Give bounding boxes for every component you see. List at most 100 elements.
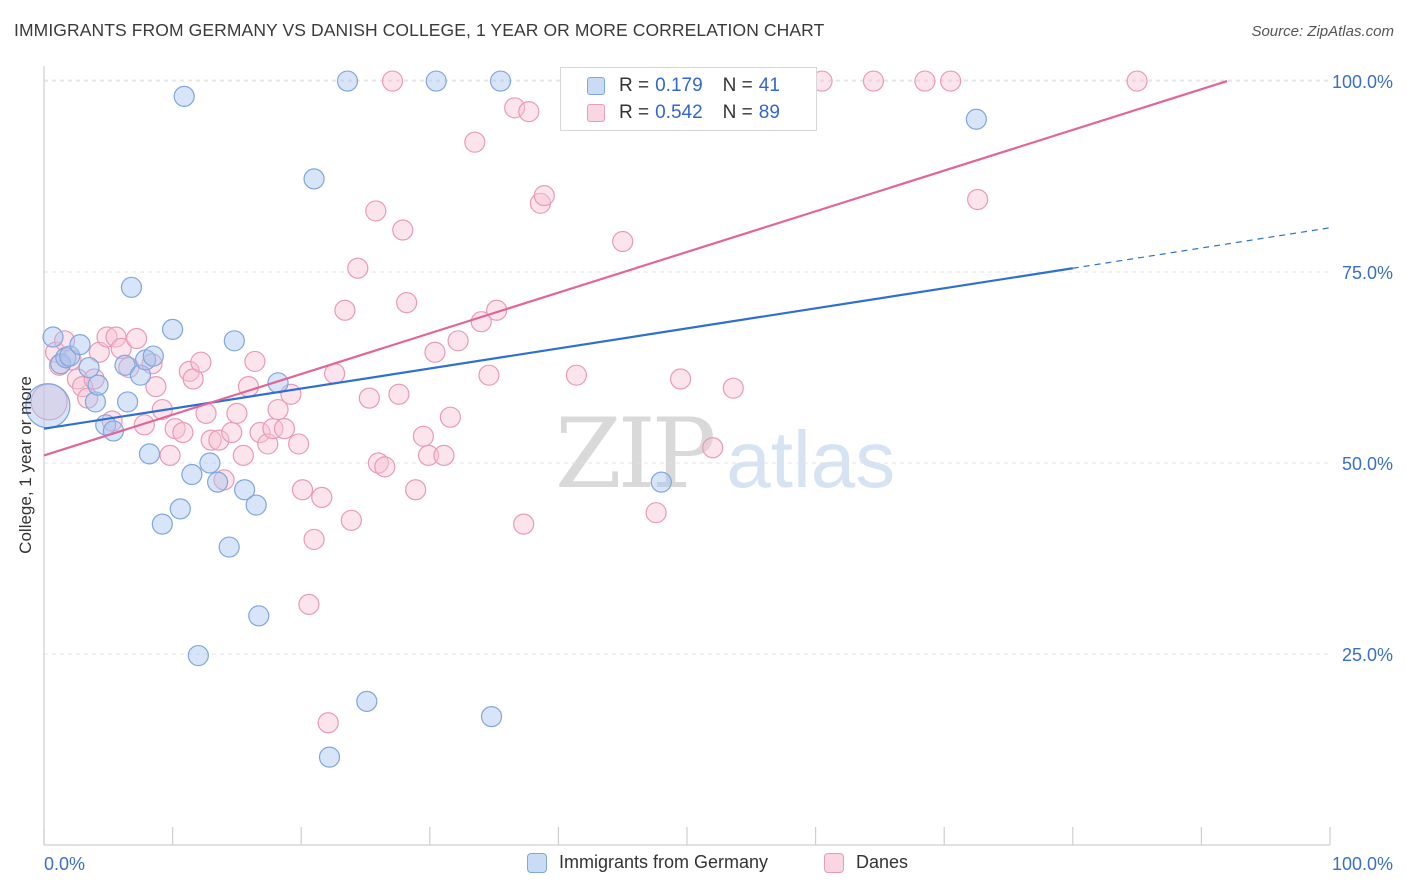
point-danes	[226, 402, 248, 424]
point-germany	[138, 443, 161, 465]
point-germany	[318, 746, 341, 768]
point-germany	[223, 330, 245, 352]
point-danes	[291, 479, 314, 501]
point-germany	[207, 471, 229, 493]
point-danes	[273, 418, 296, 440]
x-tick-label: 100.0%	[1332, 854, 1393, 874]
point-danes	[405, 479, 427, 501]
point-danes	[417, 444, 440, 466]
point-danes	[940, 70, 962, 92]
point-germany	[169, 498, 191, 520]
point-danes	[513, 513, 535, 535]
point-danes	[88, 341, 110, 363]
point-germany	[114, 354, 136, 376]
y-axis-label-wrap: College, 1 year or more	[16, 376, 36, 554]
point-germany	[69, 334, 91, 356]
n-label: N =	[722, 102, 753, 123]
point-germany	[116, 391, 139, 413]
legend-item-germany[interactable]: Immigrants from Germany	[527, 852, 768, 873]
point-danes	[533, 185, 555, 207]
y-tick-label: 100.0%	[1332, 72, 1393, 92]
point-danes	[374, 456, 396, 478]
point-danes	[381, 70, 404, 92]
danes-swatch	[587, 104, 605, 122]
point-danes	[267, 398, 289, 421]
point-danes	[71, 376, 94, 398]
n-value: 41	[758, 75, 780, 96]
point-danes	[645, 502, 667, 524]
point-danes	[145, 376, 167, 398]
point-danes	[439, 406, 461, 428]
point-germany	[234, 479, 256, 501]
point-danes	[190, 351, 212, 373]
trendline-danes	[43, 80, 1228, 457]
germany-swatch	[587, 77, 605, 95]
point-danes	[172, 421, 194, 444]
point-germany	[142, 345, 164, 367]
point-danes	[862, 70, 885, 92]
trendline-germany-extension	[1072, 227, 1331, 269]
point-germany	[650, 471, 672, 493]
point-danes	[244, 350, 266, 373]
point-danes	[221, 421, 243, 444]
point-germany	[87, 374, 109, 396]
point-danes	[669, 368, 692, 390]
source-label: Source: ZipAtlas.com	[1251, 23, 1394, 40]
chart-title: IMMIGRANTS FROM GERMANY VS DANISH COLLEG…	[14, 20, 825, 40]
point-germany	[218, 536, 240, 558]
danes-legend-swatch	[824, 852, 844, 873]
point-danes	[392, 219, 414, 241]
point-danes	[396, 292, 418, 314]
point-danes	[470, 311, 492, 333]
y-axis-label: College, 1 year or more	[16, 376, 35, 554]
point-danes	[83, 368, 105, 390]
legend-label-germany: Immigrants from Germany	[559, 852, 769, 872]
point-danes	[412, 425, 434, 447]
legend-item-danes[interactable]: Danes	[824, 852, 908, 873]
point-danes	[486, 299, 508, 321]
point-danes	[347, 257, 369, 279]
point-danes	[464, 131, 486, 153]
point-danes	[388, 383, 410, 405]
point-danes	[96, 326, 118, 348]
legend-label-danes: Danes	[856, 852, 909, 872]
point-germany	[248, 605, 270, 627]
point-germany	[78, 356, 100, 379]
point-danes	[367, 452, 389, 474]
y-tick-label: 75.0%	[1342, 263, 1393, 283]
point-danes	[334, 299, 356, 321]
point-danes	[340, 509, 362, 531]
point-danes	[612, 230, 634, 253]
y-tick-label: 25.0%	[1342, 645, 1393, 665]
point-germany	[151, 513, 173, 535]
point-danes	[433, 444, 455, 466]
point-germany	[187, 644, 209, 667]
point-danes	[504, 97, 526, 119]
r-value: 0.179	[655, 75, 703, 96]
point-danes	[311, 486, 333, 509]
stats-legend: R = 0.179 N = 41 R = 0.542 N = 89	[560, 67, 817, 131]
point-danes	[105, 326, 127, 348]
n-label: N =	[722, 75, 753, 96]
point-danes	[447, 330, 469, 352]
point-danes	[424, 341, 446, 363]
point-danes	[232, 444, 254, 466]
point-danes	[565, 364, 588, 386]
point-germany	[42, 326, 64, 348]
point-danes	[208, 429, 230, 451]
point-germany	[173, 85, 195, 107]
point-germany	[120, 276, 143, 298]
point-danes	[303, 528, 325, 551]
point-germany	[199, 452, 221, 474]
series-legend: Immigrants from Germany Danes	[0, 852, 1406, 878]
r-label: R =	[619, 75, 650, 96]
point-germany	[965, 108, 987, 130]
point-germany	[336, 70, 359, 92]
point-germany	[303, 168, 325, 190]
point-danes	[914, 70, 936, 92]
point-germany	[356, 690, 378, 712]
germany-legend-swatch	[527, 852, 547, 873]
point-danes	[478, 364, 500, 386]
point-danes	[722, 377, 744, 399]
